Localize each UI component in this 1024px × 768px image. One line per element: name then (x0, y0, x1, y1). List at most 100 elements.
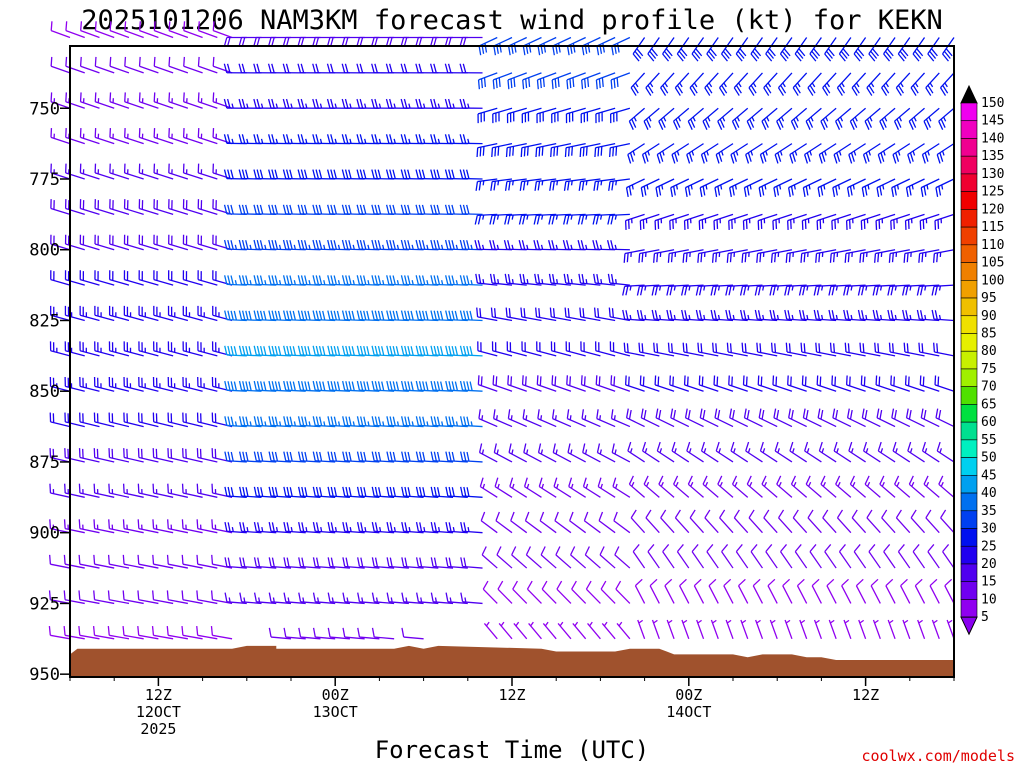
barb-shaft (565, 178, 586, 183)
barb-flag (286, 486, 290, 497)
wind-barb (651, 309, 675, 322)
barb-flag (392, 275, 396, 285)
barb-shaft (124, 279, 144, 286)
barb-flag (893, 120, 900, 130)
wind-barb (770, 249, 793, 263)
barb-shaft (581, 36, 601, 47)
barb-flag (938, 120, 944, 130)
barb-flag (418, 134, 423, 144)
barb-flag (852, 118, 858, 128)
wind-barb (478, 443, 498, 463)
barb-half-flag (349, 527, 352, 532)
barb-flag (445, 345, 449, 356)
barb-shaft (640, 384, 660, 392)
barb-half-flag (231, 527, 234, 532)
barb-flag (792, 509, 799, 519)
barb-flag (698, 286, 703, 296)
barb-flag (557, 77, 560, 88)
wind-barb (689, 72, 705, 96)
barb-flag (785, 342, 788, 353)
barb-flag (911, 118, 917, 128)
barb-flag (616, 43, 620, 53)
barb-flag (336, 310, 341, 321)
barb-flag (838, 544, 846, 553)
wind-barb (64, 376, 85, 392)
barb-flag (271, 557, 275, 567)
wind-barb (641, 143, 660, 164)
wind-barb (78, 483, 100, 498)
barb-flag (914, 50, 922, 59)
wind-barb (669, 213, 690, 230)
barb-half-flag (734, 481, 738, 487)
wind-barb (785, 342, 807, 357)
wind-barb (327, 592, 350, 605)
barb-half-flag (824, 150, 827, 156)
barb-flag (274, 381, 279, 391)
barb-flag (167, 483, 169, 494)
barb-flag (356, 416, 361, 426)
barb-shaft (183, 279, 203, 286)
barb-flag (109, 56, 112, 67)
barb-flag (876, 408, 880, 418)
barb-shaft (920, 178, 940, 189)
barb-flag (776, 475, 782, 485)
wind-barb (811, 578, 822, 604)
barb-flag (359, 381, 364, 391)
barb-flag (841, 578, 849, 587)
barb-shaft (671, 450, 690, 463)
barb-flag (507, 79, 510, 90)
barb-shaft (875, 318, 896, 322)
barb-shaft (701, 143, 719, 156)
wind-barb (182, 128, 203, 145)
barb-flag (842, 48, 850, 57)
barb-shaft (670, 417, 690, 428)
wind-barb (804, 441, 822, 463)
barb-flag (242, 451, 246, 462)
wind-barb (493, 443, 513, 463)
barb-flag (631, 118, 637, 128)
barb-half-flag (690, 184, 693, 190)
wind-barb (597, 477, 616, 498)
barb-flag (632, 53, 640, 62)
barb-flag (563, 181, 567, 191)
barb-shaft (50, 65, 71, 74)
barb-half-flag (290, 527, 293, 532)
barb-flag (268, 557, 272, 567)
barb-flag (942, 84, 949, 94)
wind-barb (674, 509, 690, 534)
barb-half-flag (723, 82, 727, 88)
wind-barb (533, 213, 557, 225)
barb-flag (759, 154, 764, 164)
colorbar-segment (960, 528, 978, 547)
barb-flag (737, 50, 745, 59)
barb-flag (466, 310, 470, 321)
barb-shaft (241, 424, 262, 428)
wind-barb (828, 284, 851, 296)
barb-flag (597, 147, 600, 157)
wind-barb (535, 307, 557, 322)
barb-shaft (787, 213, 807, 222)
barb-flag (421, 204, 426, 215)
barb-flag (868, 84, 875, 94)
colorbar-segment (960, 120, 978, 139)
barb-flag (248, 310, 252, 321)
barb-flag (333, 240, 337, 250)
wind-barb (197, 270, 218, 286)
wind-barb (181, 625, 203, 640)
barb-shaft (627, 143, 645, 156)
barb-flag (433, 416, 437, 426)
wind-barb (400, 345, 424, 357)
barb-shaft (708, 585, 719, 604)
barb-flag (763, 87, 770, 96)
wind-barb (765, 37, 778, 62)
wind-barb (196, 625, 218, 640)
wind-barb (182, 376, 203, 392)
barb-flag (389, 275, 393, 285)
barb-flag (363, 487, 367, 497)
wind-barb (599, 546, 616, 569)
wind-barb (356, 486, 380, 498)
barb-half-flag (467, 138, 470, 144)
wind-barb (123, 270, 144, 286)
barb-shaft (550, 213, 571, 217)
barb-flag (448, 557, 452, 567)
